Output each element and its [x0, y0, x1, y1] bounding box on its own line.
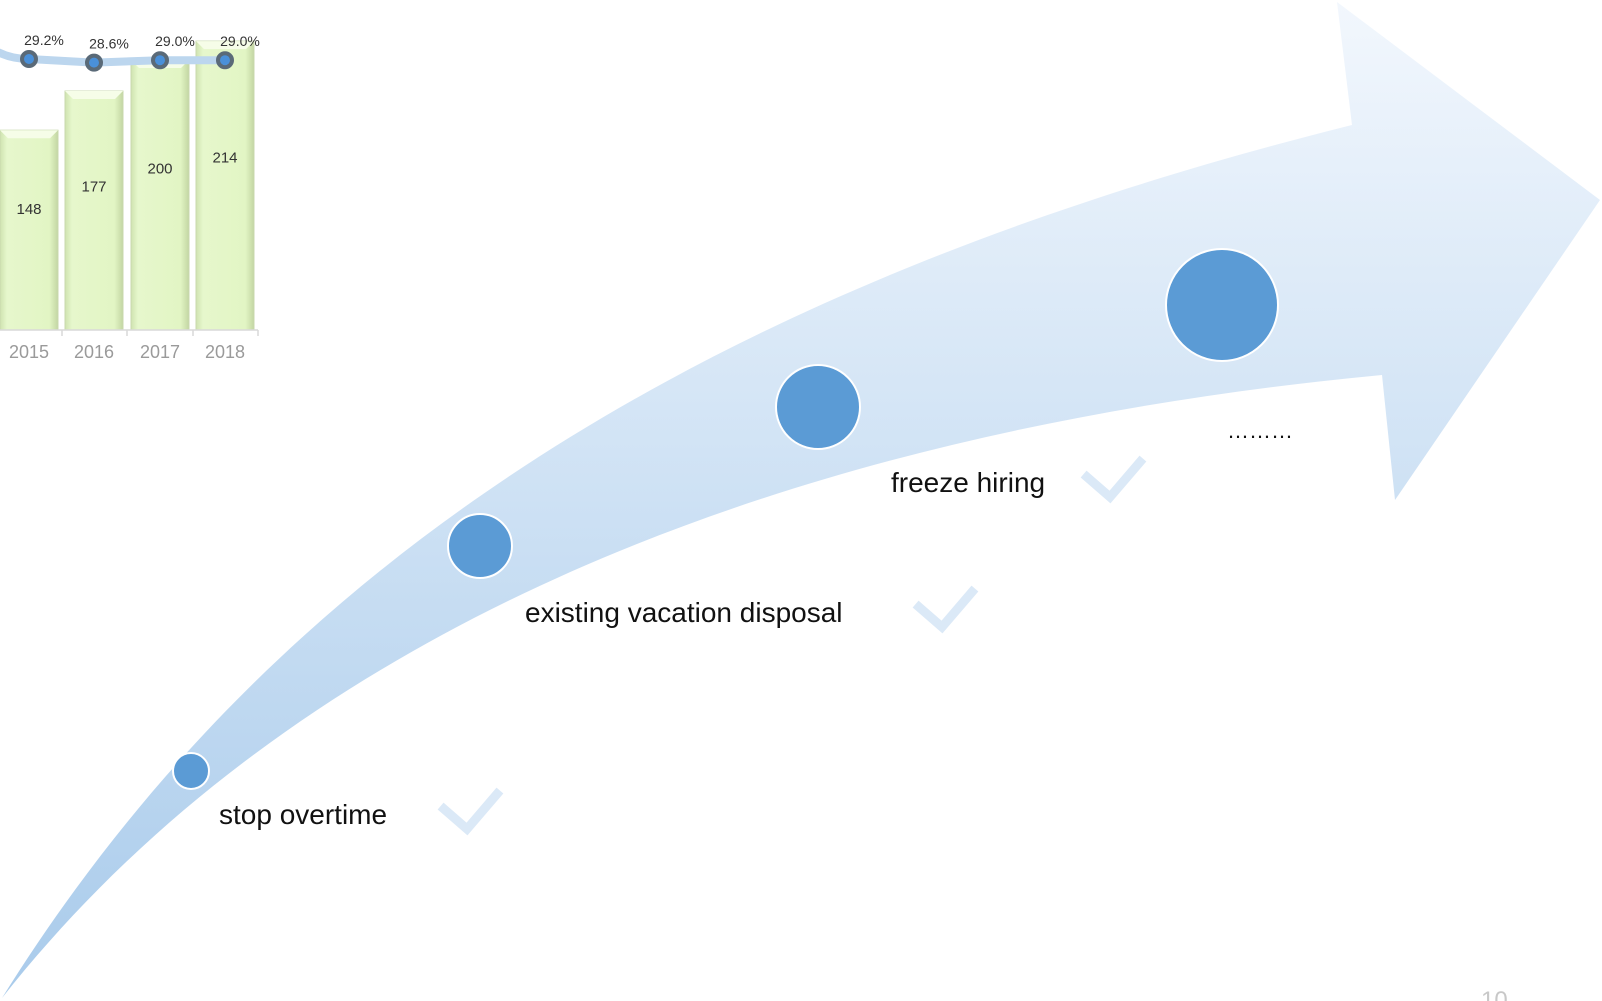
bar [64, 90, 124, 331]
bar-bevel [0, 130, 58, 139]
bar-value-label: 148 [16, 201, 41, 218]
bar-bevel [65, 91, 123, 100]
series-line [0, 48, 229, 67]
check-icon [437, 787, 504, 836]
line-value-label: 28.6% [89, 36, 129, 52]
bar [130, 59, 190, 331]
bar-bevel [196, 41, 254, 50]
x-tick-label: 2017 [140, 342, 180, 362]
bar [0, 129, 59, 331]
x-tick-label: 2015 [9, 342, 49, 362]
step-node-2 [447, 513, 513, 579]
bar-value-label: 214 [212, 149, 237, 166]
line-point [151, 51, 169, 70]
line-point [216, 51, 234, 70]
line-value-label: 29.0% [155, 33, 195, 49]
line-point [85, 53, 103, 72]
x-tick-label: 2018 [205, 342, 245, 362]
line-value-label: 29.2% [24, 32, 64, 48]
step-label-3: freeze hiring [891, 467, 1045, 498]
step-label-2: existing vacation disposal [525, 597, 843, 628]
x-tick-label: 2016 [74, 342, 114, 362]
line-point [20, 50, 38, 68]
step-node-4 [1165, 248, 1279, 362]
step-label-4: ……… [1227, 418, 1293, 443]
step-node-3 [775, 364, 861, 450]
bar-line-chart: 148 2015 177 2016 200 2017 214 2018 29.2% 28.6% 29… [0, 32, 260, 362]
line-value-label: 29.0% [220, 33, 260, 49]
bar [195, 40, 255, 331]
check-icon [1080, 455, 1147, 504]
check-icon [912, 585, 979, 634]
bar-value-label: 177 [81, 178, 106, 195]
page-number: 10 [1481, 987, 1508, 1001]
step-node-1 [172, 752, 210, 790]
step-label-1: stop overtime [219, 799, 387, 830]
bar-value-label: 200 [147, 160, 172, 177]
